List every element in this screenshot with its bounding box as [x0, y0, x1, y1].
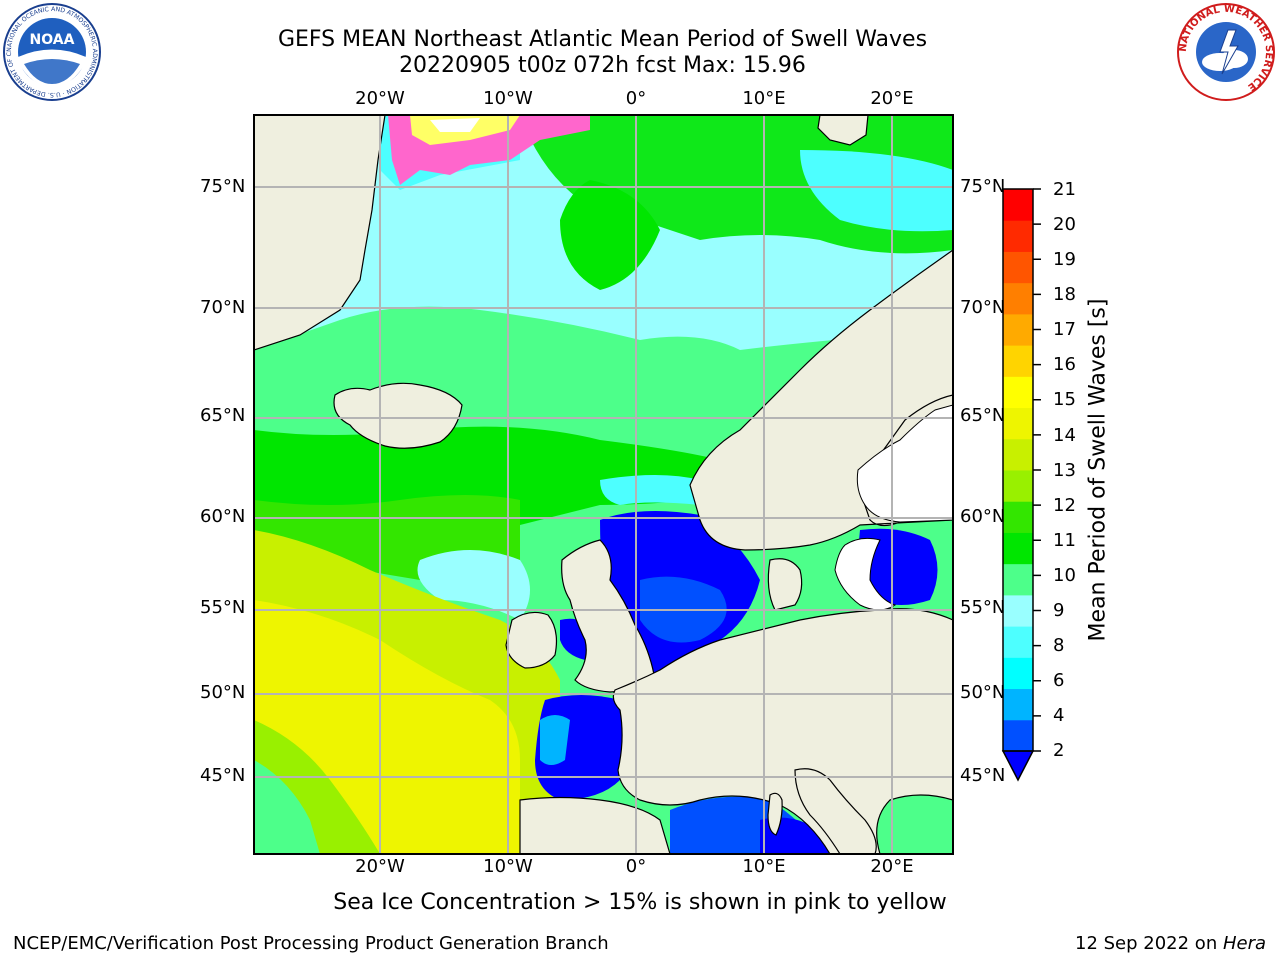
- nws-logo: NATIONAL WEATHER SERVICE: [1176, 2, 1276, 106]
- lat-label-right: 45°N: [960, 765, 1006, 786]
- lat-label-right: 50°N: [960, 682, 1006, 703]
- colorbar-tick-label: 10: [1053, 565, 1076, 586]
- colorbar-tick-label: 16: [1053, 354, 1076, 375]
- lat-label-right: 75°N: [960, 176, 1006, 197]
- colorbar-segment: [1003, 438, 1033, 471]
- lon-label-bottom: 10°W: [483, 856, 533, 877]
- colorbar-segment: [1003, 688, 1033, 721]
- lat-label-left: 60°N: [200, 506, 246, 527]
- noaa-logo-text: NOAA: [30, 32, 75, 48]
- lon-label-top: 20°W: [355, 88, 405, 109]
- colorbar-tick-label: 6: [1053, 670, 1065, 691]
- colorbar-segment: [1003, 376, 1033, 409]
- colorbar-segment: [1003, 594, 1033, 627]
- colorbar-tick-label: 9: [1053, 600, 1065, 621]
- lat-label-right: 65°N: [960, 405, 1006, 426]
- colorbar-segment: [1003, 470, 1033, 502]
- colorbar-tick-label: 2: [1053, 740, 1065, 761]
- colorbar-segment: [1003, 563, 1033, 596]
- colorbar-tick-label: 13: [1053, 460, 1076, 481]
- lon-label-top: 10°W: [483, 88, 533, 109]
- lon-label-bottom: 20°E: [870, 856, 914, 877]
- lon-label-bottom: 0°: [625, 856, 647, 877]
- lat-label-right: 60°N: [960, 506, 1006, 527]
- colorbar-segment: [1003, 719, 1033, 752]
- colorbar-segment: [1003, 501, 1033, 533]
- noaa-logo: NATIONAL OCEANIC AND ATMOSPHERIC ADMINIS…: [0, 0, 102, 106]
- lat-label-right: 70°N: [960, 297, 1006, 318]
- colorbar-tick-label: 12: [1053, 495, 1076, 516]
- map-field: [254, 115, 953, 854]
- colorbar-tick-label: 18: [1053, 284, 1076, 305]
- colorbar-segment: [1003, 220, 1033, 252]
- colorbar: [1001, 188, 1041, 782]
- colorbar-segment: [1003, 532, 1033, 565]
- lon-label-top: 20°E: [870, 88, 914, 109]
- lon-label-bottom: 10°E: [742, 856, 786, 877]
- colorbar-tick-label: 14: [1053, 425, 1076, 446]
- colorbar-segment: [1003, 282, 1033, 315]
- lat-label-left: 45°N: [200, 765, 246, 786]
- footer-credit: NCEP/EMC/Verification Post Processing Pr…: [13, 933, 609, 954]
- colorbar-label: Mean Period of Swell Waves [s]: [1085, 298, 1111, 642]
- lon-label-top: 10°E: [742, 88, 786, 109]
- colorbar-tick-marks: [1033, 188, 1041, 752]
- map-graticule: [254, 115, 953, 854]
- colorbar-segment: [1003, 345, 1033, 377]
- colorbar-under-triangle: [1001, 750, 1035, 782]
- lon-label-bottom: 20°W: [355, 856, 405, 877]
- colorbar-segment: [1003, 251, 1033, 284]
- sea-ice-caption: Sea Ice Concentration > 15% is shown in …: [333, 890, 947, 915]
- colorbar-tick-label: 4: [1053, 705, 1065, 726]
- footer-date: 12 Sep 2022 on Hera: [1075, 933, 1266, 954]
- lat-label-left: 65°N: [200, 405, 246, 426]
- lat-label-left: 55°N: [200, 597, 246, 618]
- colorbar-tick-label: 15: [1053, 389, 1076, 410]
- lat-label-left: 75°N: [200, 176, 246, 197]
- footer-machine: Hera: [1222, 933, 1266, 954]
- map-frame: [253, 114, 954, 855]
- colorbar-segment: [1003, 313, 1033, 346]
- lon-label-top: 0°: [625, 88, 647, 109]
- colorbar-segment: [1003, 407, 1033, 440]
- lat-label-right: 55°N: [960, 597, 1006, 618]
- lat-label-left: 50°N: [200, 682, 246, 703]
- footer-date-text: 12 Sep 2022 on: [1075, 933, 1223, 954]
- lat-label-left: 70°N: [200, 297, 246, 318]
- colorbar-tick-label: 20: [1053, 214, 1076, 235]
- colorbar-segments: [1003, 189, 1033, 752]
- colorbar-tick-label: 11: [1053, 530, 1076, 551]
- colorbar-tick-label: 17: [1053, 319, 1076, 340]
- colorbar-segment: [1003, 626, 1033, 658]
- colorbar-tick-label: 19: [1053, 249, 1076, 270]
- map-subtitle: 20220905 t00z 072h fcst Max: 15.96: [399, 53, 806, 78]
- colorbar-segment: [1003, 657, 1033, 690]
- colorbar-tick-label: 8: [1053, 635, 1065, 656]
- colorbar-tick-label: 21: [1053, 179, 1076, 200]
- map-title: GEFS MEAN Northeast Atlantic Mean Period…: [277, 27, 928, 52]
- colorbar-segment: [1003, 189, 1033, 221]
